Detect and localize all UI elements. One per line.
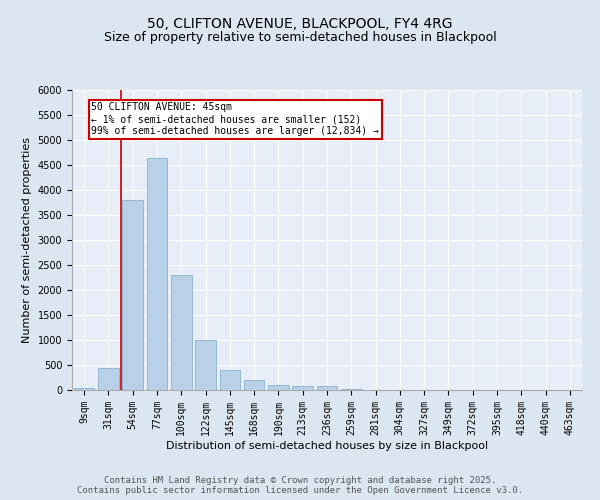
Text: 50, CLIFTON AVENUE, BLACKPOOL, FY4 4RG: 50, CLIFTON AVENUE, BLACKPOOL, FY4 4RG <box>147 18 453 32</box>
Bar <box>122 200 143 390</box>
Bar <box>220 370 240 390</box>
Bar <box>74 388 94 390</box>
Text: Contains HM Land Registry data © Crown copyright and database right 2025.
Contai: Contains HM Land Registry data © Crown c… <box>77 476 523 495</box>
Bar <box>98 368 119 390</box>
Bar <box>146 158 167 390</box>
Y-axis label: Number of semi-detached properties: Number of semi-detached properties <box>22 137 32 343</box>
Bar <box>244 380 265 390</box>
Bar <box>195 340 216 390</box>
Bar <box>171 275 191 390</box>
Text: 50 CLIFTON AVENUE: 45sqm
← 1% of semi-detached houses are smaller (152)
99% of s: 50 CLIFTON AVENUE: 45sqm ← 1% of semi-de… <box>91 102 379 136</box>
Bar <box>268 385 289 390</box>
Text: Size of property relative to semi-detached houses in Blackpool: Size of property relative to semi-detach… <box>104 31 496 44</box>
Bar <box>292 386 313 390</box>
Bar <box>341 389 362 390</box>
X-axis label: Distribution of semi-detached houses by size in Blackpool: Distribution of semi-detached houses by … <box>166 440 488 450</box>
Bar <box>317 386 337 390</box>
